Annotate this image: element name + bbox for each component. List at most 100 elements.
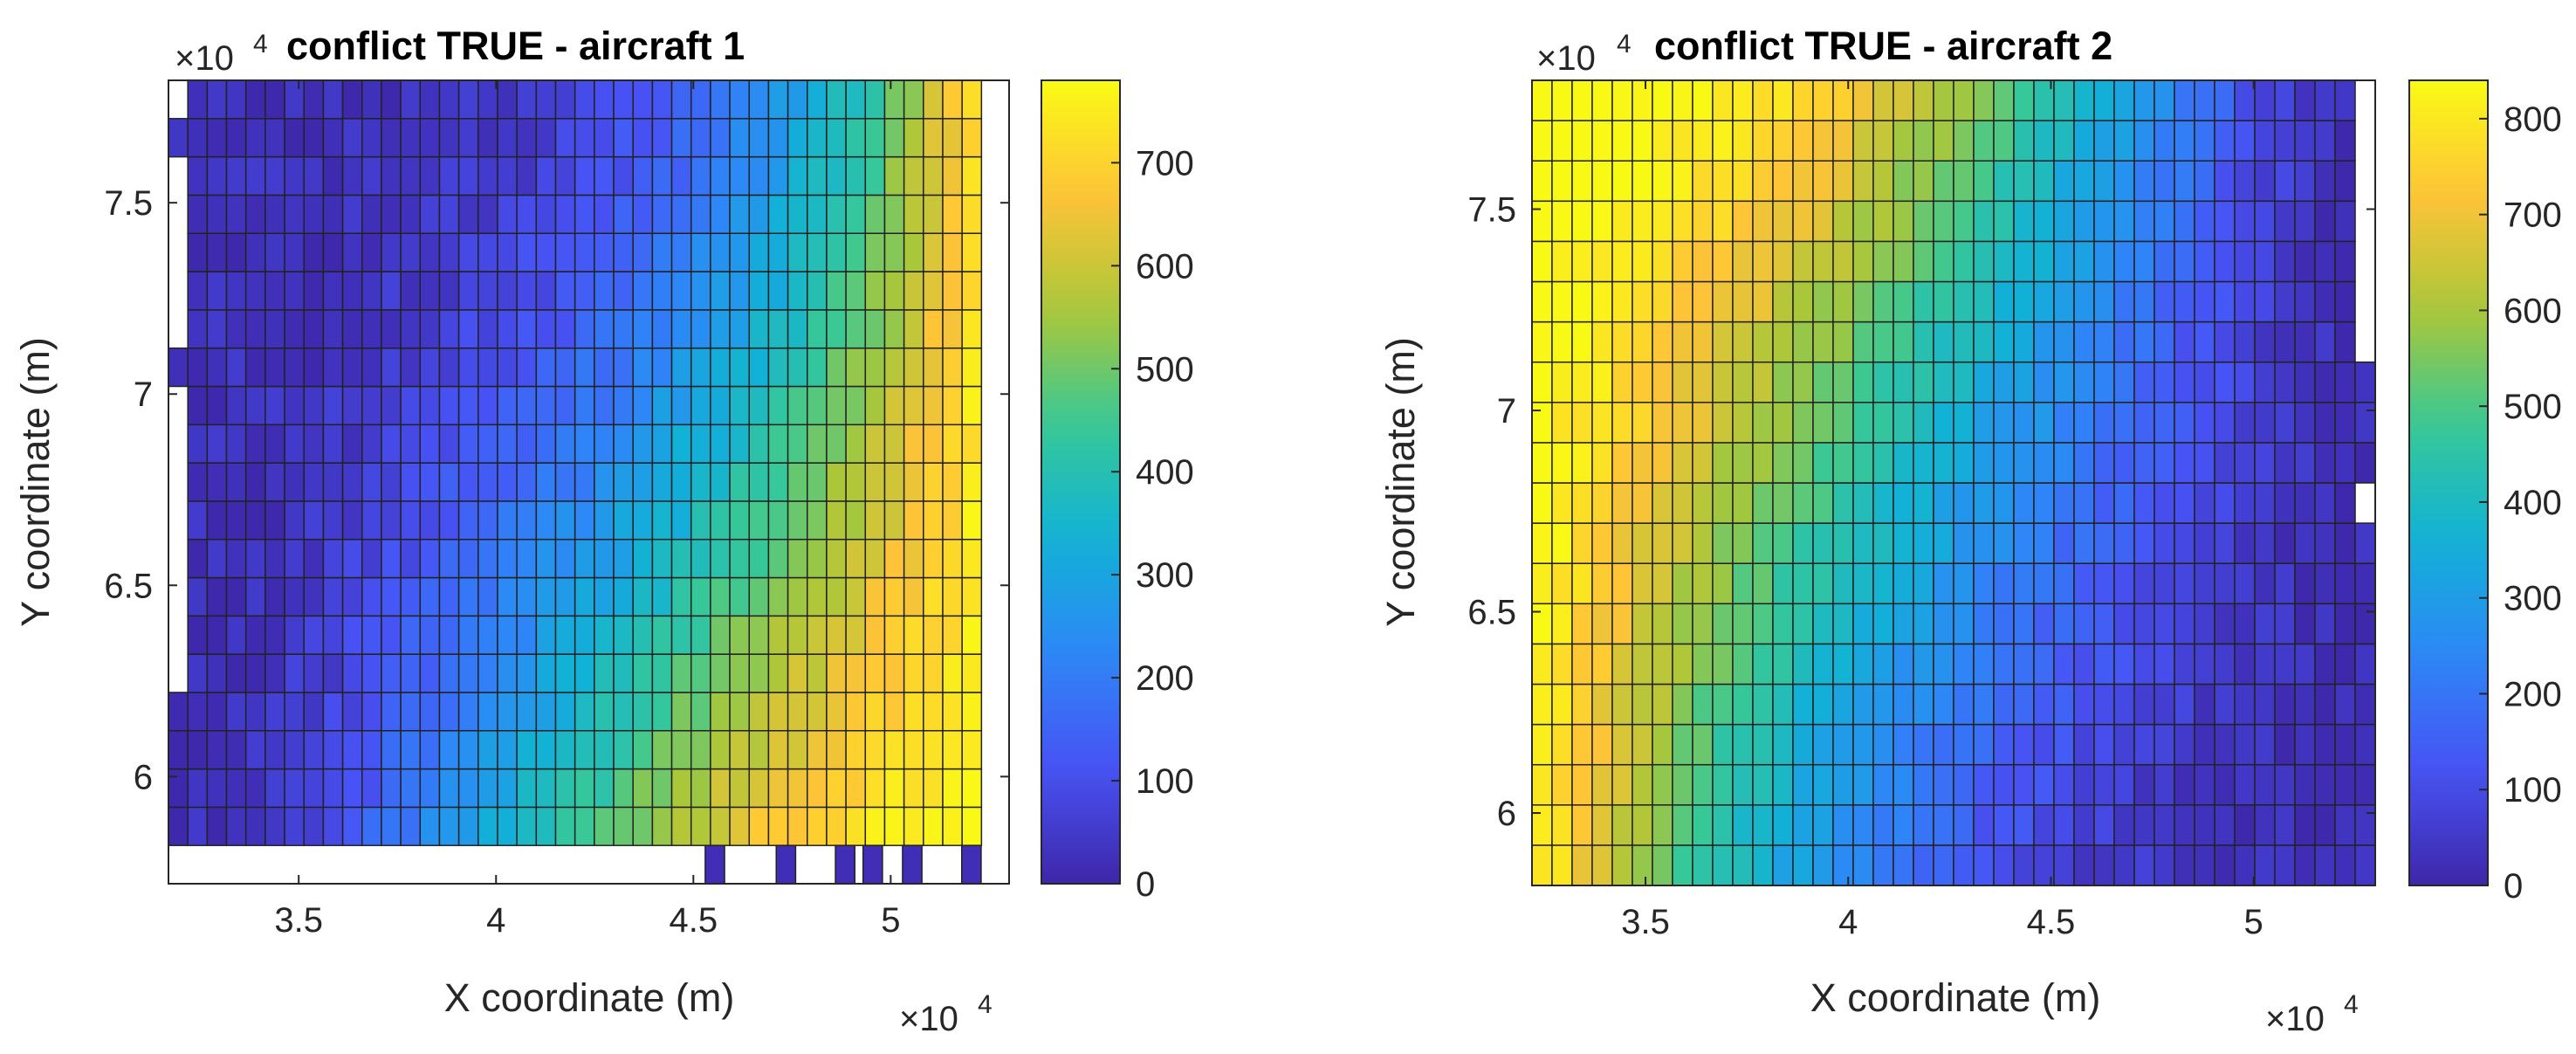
heatmap-cell [775,844,797,885]
heatmap-cell [225,347,247,388]
heatmap-cell [2073,160,2095,203]
heatmap-cell [1812,683,1834,726]
colorbar [1041,79,1121,885]
heatmap-cell [264,615,285,655]
heatmap-cell [1893,160,1914,203]
heatmap-cell [748,615,770,655]
heatmap-cell [2254,79,2276,121]
heatmap-cell [322,806,344,846]
heatmap-cell [729,155,751,196]
y-tick-label: 7 [134,375,153,414]
heatmap-cell [477,309,498,349]
heatmap-cell [2254,240,2276,283]
heatmap-cell [535,118,557,158]
heatmap-cell [554,806,576,846]
heatmap-cell [381,653,402,693]
heatmap-cell [206,692,228,732]
heatmap-cell [864,538,886,579]
heatmap-cell [1812,320,1834,363]
heatmap-cell [477,538,498,579]
heatmap-cell [1872,844,1894,886]
heatmap-cell [1591,240,1613,283]
heatmap-cell [1672,804,1693,846]
heatmap-cell [787,118,808,158]
heatmap-cell [1893,562,1914,605]
heatmap-cell [1872,320,1894,363]
heatmap-cell [1551,240,1573,283]
x-axis-label: X coordinate (m) [444,975,735,1020]
heatmap-cell [1832,442,1854,484]
heatmap-cell [1953,643,1975,685]
heatmap-cell [1752,683,1774,726]
heatmap-cell [1913,240,1934,283]
heatmap-cell [419,768,441,809]
heatmap-cell [710,271,731,311]
heatmap-cell [1812,240,1834,283]
heatmap-cell [1852,683,1874,726]
panel-aircraft-1: conflict TRUE - aircraft 1 ×10 4 3.5 4 4.5… [13,24,1194,1038]
heatmap-cell [284,271,305,311]
heatmap-cell [419,155,441,196]
heatmap-cell [2194,120,2215,162]
heatmap-cell [264,500,285,541]
heatmap-cell [826,118,847,158]
heatmap-cell [1712,804,1734,846]
heatmap-cell [2053,320,2075,363]
heatmap-cell [942,768,963,809]
heatmap-cell [845,576,867,617]
heatmap-cell [767,615,789,655]
heatmap-cell [961,844,982,885]
heatmap-cell [381,232,402,272]
heatmap-cell [2274,643,2296,685]
heatmap-cell [1732,763,1754,806]
heatmap-cell [2354,562,2376,605]
heatmap-cell [206,500,228,541]
heatmap-cell [670,232,692,272]
heatmap-cell [2214,442,2236,484]
heatmap-cell [787,232,808,272]
heatmap-cell [2214,482,2236,524]
heatmap-cell [690,768,711,809]
heatmap-cell [1953,683,1975,726]
x-multiplier-base: ×10 [2265,1000,2325,1038]
heatmap-cell [1692,160,1714,203]
heatmap-cell [284,155,305,196]
heatmap-cell [2113,723,2135,766]
x-tick-label: 4 [486,901,505,940]
heatmap-cell [2113,160,2135,203]
heatmap-cell [1652,522,1673,564]
heatmap-cell [2214,603,2236,645]
heatmap-cell [807,500,828,541]
heatmap-cell [613,806,634,846]
heatmap-cell [1872,603,1894,645]
heatmap-cell [477,615,498,655]
heatmap-cell [2073,683,2095,726]
heatmap-cell [632,309,654,349]
heatmap-cell [2154,280,2175,323]
heatmap-cell [864,309,886,349]
heatmap-cell [2234,79,2256,121]
heatmap-cell [2274,160,2296,203]
heatmap-cell [845,768,867,809]
heatmap-cell [1993,643,2015,685]
heatmap-cell [225,538,247,579]
heatmap-cell [264,576,285,617]
heatmap-cell [2314,522,2336,564]
heatmap-cell [1712,643,1734,685]
heatmap-cell [497,271,518,311]
heatmap-cell [1852,79,1874,121]
heatmap-cell [1752,723,1774,766]
heatmap-cell [1712,320,1734,363]
heatmap-cell [2254,361,2276,403]
heatmap-cell [2294,804,2316,846]
heatmap-cell [883,155,905,196]
heatmap-cell [729,79,751,120]
heatmap-cell [787,768,808,809]
heatmap-cell [748,385,770,426]
heatmap-cell [807,271,828,311]
heatmap-cell [923,768,944,809]
heatmap-cell [206,347,228,388]
heatmap-cell [826,653,847,693]
heatmap-cell [2314,79,2336,121]
heatmap-cell [1872,240,1894,283]
